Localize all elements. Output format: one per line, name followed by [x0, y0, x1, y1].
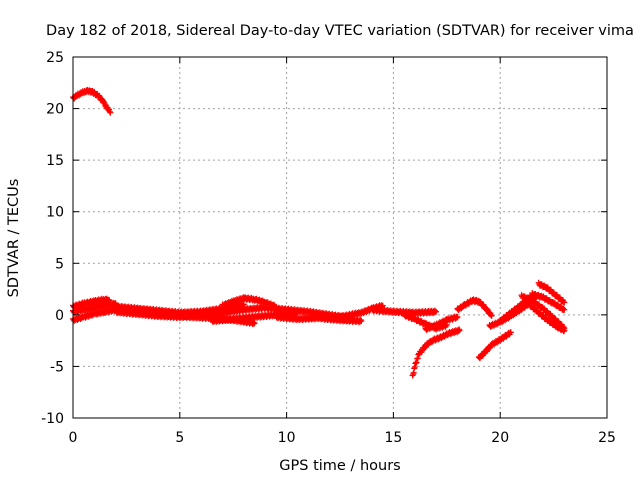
y-tick-label: 20: [46, 102, 64, 118]
chart-title: Day 182 of 2018, Sidereal Day-to-day VTE…: [46, 23, 634, 39]
data-point: [240, 301, 247, 308]
data-point: [561, 299, 568, 306]
data-point: [107, 109, 114, 116]
data-point: [453, 314, 460, 321]
data-series-arc-u: [522, 297, 568, 335]
data-point: [561, 306, 568, 313]
data-point: [454, 313, 461, 320]
data-point: [456, 327, 463, 334]
data-series-early-arc: [70, 86, 114, 116]
data-series-arc-i: [208, 308, 301, 326]
x-tick-label: 25: [598, 430, 616, 446]
y-tick-label: 0: [55, 308, 64, 324]
x-tick-label: 5: [175, 430, 184, 446]
data-point: [488, 312, 495, 319]
data-point: [250, 319, 257, 326]
x-tick-label: 10: [278, 430, 296, 446]
x-tick-label: 20: [491, 430, 509, 446]
x-tick-label: 0: [69, 430, 78, 446]
data-series-arc-q: [475, 329, 514, 362]
axis-ticks: 0 5 10 15 20 25 -10 -5 0 5 10 15 20 25: [41, 50, 616, 446]
y-tick-label: 10: [46, 205, 64, 221]
y-axis-label: SDTVAR / TECUs: [6, 179, 22, 298]
data-point: [379, 302, 386, 309]
data-point: [455, 326, 462, 333]
data-series-arc-c: [70, 305, 119, 324]
y-tick-label: 25: [46, 50, 64, 66]
y-tick-label: -5: [50, 359, 64, 375]
y-tick-label: 5: [55, 256, 64, 272]
x-tick-label: 15: [384, 430, 402, 446]
data-point: [411, 364, 418, 371]
data-point: [106, 108, 113, 115]
grid: [73, 57, 607, 418]
data-point: [433, 308, 440, 315]
data-series-arc-o: [409, 326, 463, 379]
data-points: [70, 86, 568, 379]
data-series-arc-p: [454, 296, 495, 319]
plot-frame: [72, 56, 608, 419]
data-point: [414, 355, 421, 362]
data-point: [357, 316, 364, 323]
data-series-arc-w: [529, 290, 568, 313]
data-point: [413, 359, 420, 366]
data-point: [294, 309, 301, 316]
data-point: [251, 320, 258, 327]
data-point: [561, 327, 568, 334]
data-point: [431, 307, 438, 314]
data-series-arc-v: [535, 279, 568, 306]
data-point: [293, 308, 300, 315]
y-tick-label: 15: [46, 153, 64, 169]
data-point: [358, 318, 365, 325]
x-axis-label: GPS time / hours: [279, 458, 400, 474]
data-series-arc-n: [422, 313, 461, 334]
data-point: [507, 329, 514, 336]
y-tick-label: -10: [41, 411, 64, 427]
